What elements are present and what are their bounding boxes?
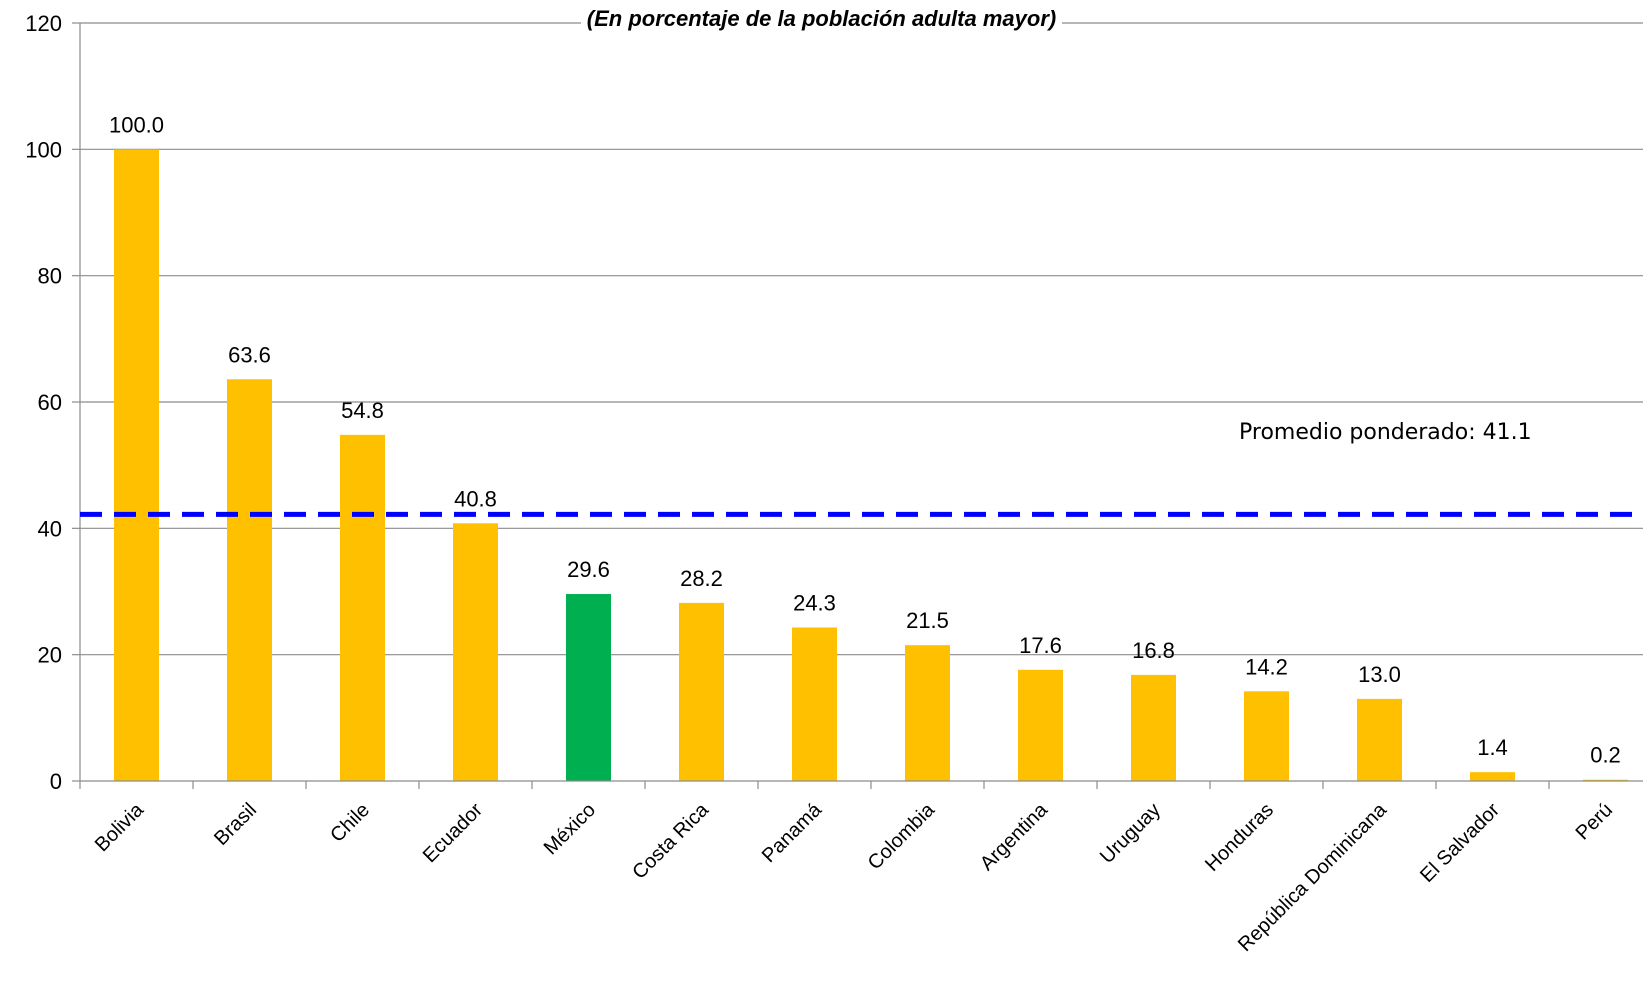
y-tick-label: 80 [38,264,62,289]
data-label: 29.6 [567,557,610,582]
data-label: 54.8 [341,398,384,423]
data-label: 1.4 [1477,735,1508,760]
y-tick-label: 60 [38,390,62,415]
bar [905,645,950,781]
bar [1583,779,1628,781]
y-tick-label: 100 [25,137,62,162]
x-tick-label: Costa Rica [628,798,713,883]
data-label: 63.6 [228,342,271,367]
y-tick-label: 40 [38,516,62,541]
bar [1470,772,1515,781]
data-label: 14.2 [1245,654,1288,679]
x-tick-label: Honduras [1201,799,1278,876]
x-tick-label: Ecuador [419,799,487,867]
x-tick-label: El Salvador [1416,799,1504,887]
bar [792,627,837,781]
x-tick-label: Uruguay [1096,799,1165,868]
chart-subtitle: (En porcentaje de la población adulta ma… [0,6,1643,32]
data-label: 40.8 [454,486,497,511]
x-tick-label: Colombia [864,798,940,874]
data-label: 16.8 [1132,638,1175,663]
y-tick-label: 120 [25,11,62,36]
x-tick-label: Bolivia [91,798,149,856]
bar [1357,698,1402,781]
bar [1244,691,1289,781]
bar [340,434,385,781]
bar [679,602,724,781]
average-line-label: Promedio ponderado: 41.1 [1239,420,1532,445]
x-tick-label: Panamá [758,798,827,867]
data-label: 100.0 [109,112,164,137]
bar [1018,669,1063,781]
bar [453,523,498,781]
data-label: 28.2 [680,566,723,591]
data-label: 21.5 [906,608,949,633]
x-tick-label: Argentina [976,798,1053,875]
bar [227,379,272,781]
x-tick-label: Brasil [210,799,261,850]
data-label: 0.2 [1590,743,1621,768]
x-tick-label: México [540,799,600,859]
x-tick-label: Chile [326,799,374,847]
x-tick-label: Perú [1572,799,1617,844]
bar [1131,674,1176,781]
y-tick-label: 20 [38,643,62,668]
data-label: 13.0 [1358,662,1401,687]
bar [114,149,159,782]
y-tick-label: 0 [50,769,62,794]
bar [566,594,611,781]
data-label: 17.6 [1019,633,1062,658]
data-label: 24.3 [793,591,836,616]
